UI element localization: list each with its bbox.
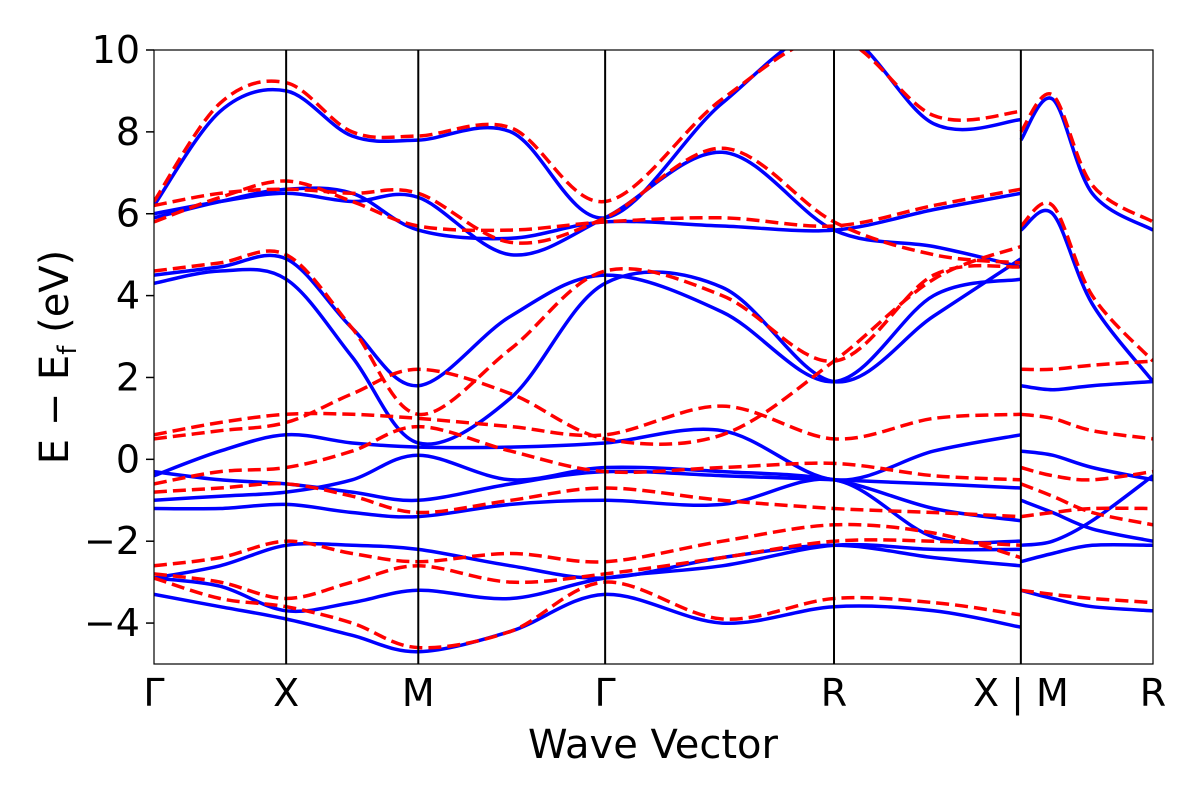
x-tick-label: R — [1140, 671, 1166, 715]
dashed-band-7 — [154, 244, 1022, 446]
dashed-band-14 — [1019, 91, 1153, 224]
x-tick-label: M — [402, 671, 435, 715]
dashed-band-1 — [154, 576, 1022, 650]
solid-band-4 — [154, 477, 1021, 545]
y-axis-title-unit: (eV) — [32, 250, 78, 346]
y-axis: −4 −2 0 2 4 6 8 10 — [84, 28, 154, 645]
x-tick-label: R — [821, 671, 847, 715]
solid-band-11 — [154, 150, 1022, 269]
solid-band-19 — [1020, 542, 1153, 564]
solid-band-12 — [154, 50, 1022, 220]
dashed-band-18 — [1020, 506, 1153, 519]
dashed-band-17 — [1020, 465, 1153, 482]
bands-layer — [154, 50, 1153, 654]
solid-band-1 — [154, 592, 1022, 654]
x-tick-label: Γ — [143, 671, 164, 715]
y-tick-label: 0 — [116, 437, 140, 481]
y-tick-label: 2 — [116, 355, 140, 399]
dashed-band-series — [154, 50, 1153, 650]
dashed-band-13 — [1019, 201, 1153, 363]
solid-band-18 — [1020, 498, 1153, 543]
dashed-band-6 — [154, 404, 1021, 441]
dashed-band-12 — [1020, 359, 1153, 372]
solid-band-series — [154, 50, 1153, 654]
x-tick-label: Γ — [595, 671, 616, 715]
x-axis: Γ X M Γ R X | M R — [143, 671, 1166, 716]
dashed-band-15 — [1020, 412, 1153, 441]
solid-band-2 — [154, 542, 1021, 614]
solid-band-13 — [1020, 379, 1153, 392]
y-axis-title: E − Ef (eV) — [32, 250, 83, 465]
solid-band-9 — [154, 253, 1022, 388]
y-axis-title-subscript: f — [53, 345, 83, 355]
dashed-band-10 — [154, 146, 1022, 265]
dashed-band-2 — [154, 522, 1022, 568]
solid-band-7 — [154, 427, 1022, 482]
y-tick-label: −4 — [84, 601, 140, 645]
solid-band-14 — [1019, 208, 1153, 383]
y-tick-label: −2 — [84, 519, 140, 563]
solid-band-3 — [154, 541, 1022, 580]
high-symmetry-lines — [285, 50, 1022, 664]
dashed-band-5 — [154, 424, 1021, 486]
solid-band-8 — [154, 257, 1022, 446]
solid-band-16 — [1020, 474, 1153, 548]
x-axis-title: Wave Vector — [528, 722, 779, 768]
solid-band-17 — [1020, 449, 1153, 482]
x-tick-label: X | M — [973, 671, 1069, 716]
y-tick-label: 4 — [116, 274, 140, 318]
y-tick-label: 6 — [116, 192, 140, 236]
solid-band-20 — [1020, 588, 1153, 613]
y-tick-label: 10 — [92, 28, 140, 72]
dashed-band-4 — [154, 481, 1021, 519]
x-tick-label: X — [273, 671, 299, 715]
dashed-band-3 — [154, 538, 1021, 601]
y-axis-title-main: E − E — [32, 355, 78, 465]
y-tick-label: 8 — [116, 110, 140, 154]
solid-band-15 — [1019, 96, 1153, 232]
dashed-band-11 — [154, 50, 1022, 204]
plot-frame — [153, 49, 1154, 665]
dashed-band-19 — [1020, 588, 1153, 605]
